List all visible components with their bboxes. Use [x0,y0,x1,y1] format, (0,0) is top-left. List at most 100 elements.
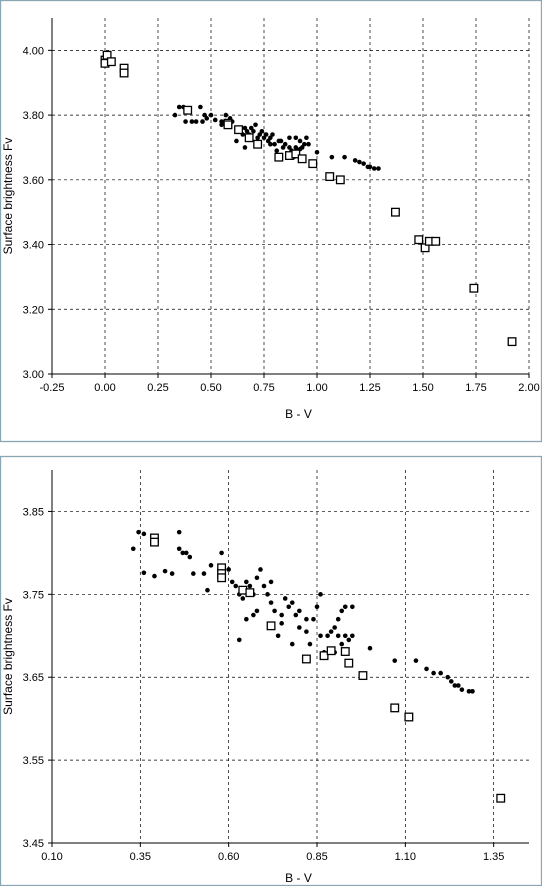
data-point-dot [275,633,281,639]
data-point-dot [265,138,271,144]
data-point-dot [268,141,273,147]
data-point-dot [339,608,345,614]
data-point-dot [318,633,323,639]
x-tick-label: 0.85 [306,851,327,863]
data-point-dot [367,164,373,170]
data-point-dot [424,666,429,672]
data-point-dot [251,128,256,134]
data-point-dot [459,687,465,692]
data-point-square [301,654,311,664]
data-point-dot [193,119,199,124]
x-tick-label: 0.50 [200,382,221,394]
series-square [100,50,517,347]
x-tick-label: 0.75 [253,382,274,394]
data-point-dot [244,579,249,585]
data-point-dot [289,641,295,647]
chart-1: -0.25 0.00 0.25 0.50 0.75 1.00 1.25 1.50 1.75 2.0… [0,0,542,443]
data-point-dot [466,689,472,694]
data-point-square [253,139,263,149]
data-point-dot [329,154,335,160]
data-point-dot [274,148,280,153]
data-point-dot [219,122,224,128]
x-tick-label: 1.25 [359,382,380,394]
data-point-dot [255,135,260,141]
data-point-dot [183,550,189,556]
data-point-dot [244,616,249,622]
data-point-dot [233,583,239,589]
data-point-dot [301,141,307,147]
y-tick-label: 3.85 [23,506,44,518]
x-tick-label: -0.25 [39,382,64,394]
data-point-dot [352,158,358,163]
data-point-dot [367,645,373,651]
data-point-dot [270,132,275,137]
data-point-dot [242,145,248,150]
data-point-dot [297,625,302,630]
data-point-square [469,283,479,293]
data-point-dot [392,658,398,663]
data-point-dot [248,125,254,131]
data-point-dot [318,592,323,597]
data-point-dot [180,550,186,556]
y-tick-label: 4.00 [23,45,44,57]
data-point-square [244,133,254,143]
data-point-dot [263,132,269,137]
data-point-dot [342,154,347,160]
y-tick-label: 3.75 [23,589,44,601]
series-square [150,533,506,803]
data-point-dot [247,583,253,589]
data-point-square [404,712,414,722]
x-tick-label: 1.75 [465,382,486,394]
data-point-dot [293,145,299,150]
data-point-dot [268,579,274,585]
data-point-dot [376,166,381,171]
data-point-dot [268,600,274,605]
data-point-square [325,172,335,182]
data-point-dot [304,616,309,622]
data-point-dot [335,616,341,622]
data-point-square [390,207,400,217]
data-point-dot [445,674,451,680]
data-point-square [431,236,441,246]
data-point-dot [176,104,182,110]
y-tick-label: 3.80 [23,110,44,122]
data-point-dot [325,633,330,639]
data-point-dot [254,608,260,614]
data-point-dot [141,570,147,576]
data-point-square [297,154,307,164]
data-point-square [119,68,129,78]
data-point-dot [162,568,168,574]
data-point-dot [169,571,175,576]
data-point-dot [342,604,348,610]
data-point-dot [226,567,231,572]
data-point-dot [234,138,239,144]
y-tick-label: 3.20 [23,304,44,316]
data-point-dot [297,608,302,614]
data-point-dot [219,119,224,124]
x-axis-label: B - V [285,871,312,885]
y-axis-label: Surface brightness Fv [1,598,15,715]
data-point-dot [265,592,270,597]
data-point-square [496,793,506,803]
data-point-square [291,149,301,159]
data-point-dot [339,641,345,647]
data-point-dot [438,670,443,676]
data-point-dot [229,579,235,585]
x-tick-label: 0.25 [147,382,168,394]
data-point-dot [279,612,284,618]
data-point-dot [236,637,242,643]
data-point-square [106,57,116,67]
data-point-dot [346,637,352,643]
data-point-dot [342,633,348,639]
y-tick-label: 3.45 [23,838,44,850]
data-point-dot [187,554,193,560]
data-point-dot [286,604,292,610]
data-point-dot [279,621,284,626]
data-point-dot [191,571,196,576]
data-point-dot [244,128,250,134]
data-point-dot [204,116,210,121]
data-point-dot [141,531,147,537]
chart-2: 0.10 0.35 0.60 0.85 1.10 1.35 3.45 3.55 3.65 3.75… [0,455,542,886]
data-point-dot [314,604,320,610]
